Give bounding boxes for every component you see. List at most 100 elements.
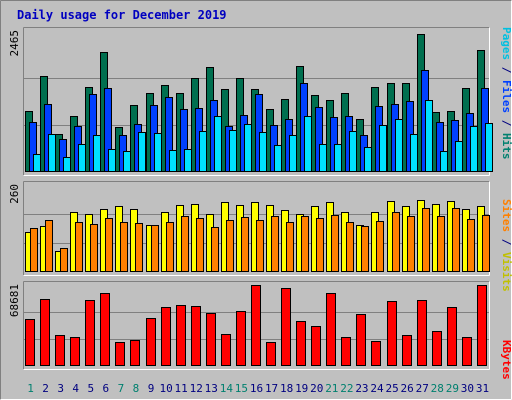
bar-pages-day-2 xyxy=(48,134,56,172)
bar-sites-day-19 xyxy=(301,216,309,272)
bar-sites-day-31 xyxy=(482,215,490,272)
bar-kbytes-day-17 xyxy=(266,342,276,366)
bar-kbytes-day-5 xyxy=(85,300,95,366)
bar-pages-day-23 xyxy=(364,147,372,172)
x-axis-labels: 1 2 3 4 5 6 7 8 9 10 11 12 13 14 15 16 17 18 19 20 21 22 23 24 2… xyxy=(27,382,489,395)
bar-sites-day-23 xyxy=(361,226,369,272)
panel-kbytes: 68681 xyxy=(8,281,490,370)
bar-kbytes-day-24 xyxy=(371,341,381,366)
bar-kbytes-day-19 xyxy=(296,321,306,366)
bar-pages-day-8 xyxy=(138,132,146,172)
bar-pages-day-29 xyxy=(455,141,463,172)
bar-kbytes-day-25 xyxy=(387,301,397,366)
series-pages xyxy=(33,100,493,172)
x-tick-label-day-24: 24 xyxy=(370,382,384,395)
bar-sites-day-3 xyxy=(60,248,68,272)
bar-kbytes-day-31 xyxy=(477,285,487,366)
bar-kbytes-day-11 xyxy=(176,305,186,366)
x-tick-label-day-1: 1 xyxy=(27,382,34,395)
x-tick-label-day-26: 26 xyxy=(401,382,414,395)
x-tick-label-day-14: 14 xyxy=(220,382,234,395)
bar-pages-day-25 xyxy=(395,119,403,172)
bar-pages-day-18 xyxy=(289,135,297,172)
x-tick-label-day-8: 8 xyxy=(133,382,140,395)
x-tick-label-day-29: 29 xyxy=(446,382,459,395)
axis-title-part: Hits xyxy=(500,133,512,160)
bar-sites-day-12 xyxy=(196,218,204,272)
bar-sites-day-6 xyxy=(105,218,113,272)
x-tick-label-day-5: 5 xyxy=(87,382,94,395)
bar-pages-day-17 xyxy=(274,145,282,172)
bar-sites-day-11 xyxy=(181,216,189,272)
bar-kbytes-day-6 xyxy=(100,293,110,366)
bar-pages-day-26 xyxy=(410,134,418,172)
y-axis-max-label: 260 xyxy=(8,184,21,204)
bar-kbytes-day-13 xyxy=(206,313,216,366)
panel-visits-sites: 260 xyxy=(8,181,490,276)
y-axis-title-visits-sites: Sites / Visits xyxy=(500,199,512,292)
bar-sites-day-2 xyxy=(45,220,53,272)
bar-kbytes-day-23 xyxy=(356,314,366,366)
bar-pages-day-9 xyxy=(154,133,162,172)
x-tick-label-day-25: 25 xyxy=(385,382,398,395)
x-tick-label-day-21: 21 xyxy=(325,382,338,395)
bar-pages-day-31 xyxy=(485,123,493,172)
bar-kbytes-day-27 xyxy=(417,300,427,366)
bar-pages-day-13 xyxy=(214,116,222,172)
bar-sites-day-14 xyxy=(226,220,234,272)
bar-sites-day-17 xyxy=(271,216,279,272)
x-tick-label-day-3: 3 xyxy=(57,382,64,395)
y-axis-title-kbytes: KBytes xyxy=(500,340,512,380)
bar-sites-day-7 xyxy=(120,222,128,272)
series-sites xyxy=(30,208,490,272)
bar-pages-day-28 xyxy=(440,151,448,172)
bar-kbytes-day-2 xyxy=(40,299,50,366)
bar-pages-day-5 xyxy=(93,135,101,172)
bar-sites-day-28 xyxy=(437,216,445,272)
bar-pages-day-19 xyxy=(304,116,312,172)
bar-kbytes-day-12 xyxy=(191,306,201,366)
bar-sites-day-30 xyxy=(467,219,475,272)
bar-pages-day-30 xyxy=(470,126,478,172)
x-tick-label-day-4: 4 xyxy=(72,382,79,395)
bar-pages-day-3 xyxy=(63,157,71,172)
chart-panels: 2465 260 68681 xyxy=(8,27,493,370)
x-tick-label-day-17: 17 xyxy=(265,382,278,395)
x-tick-label-day-28: 28 xyxy=(431,382,444,395)
bar-pages-day-21 xyxy=(334,144,342,172)
bar-sites-day-4 xyxy=(75,222,83,272)
bar-pages-day-20 xyxy=(319,144,327,172)
bar-kbytes-day-1 xyxy=(25,319,35,366)
x-tick-label-day-22: 22 xyxy=(340,382,353,395)
chart-title: Daily usage for December 2019 xyxy=(17,8,227,22)
x-tick-label-day-7: 7 xyxy=(118,382,125,395)
axis-title-part: Pages xyxy=(500,27,512,60)
axis-title-part: Files xyxy=(500,80,512,113)
x-tick-label-day-2: 2 xyxy=(42,382,49,395)
bar-pages-day-12 xyxy=(199,131,207,172)
bar-kbytes-day-7 xyxy=(115,342,125,366)
bar-pages-day-6 xyxy=(108,149,116,172)
bar-pages-day-22 xyxy=(349,131,357,172)
bar-sites-day-21 xyxy=(331,215,339,272)
x-tick-label-day-16: 16 xyxy=(250,382,263,395)
bar-sites-day-16 xyxy=(256,220,264,272)
x-tick-label-day-27: 27 xyxy=(416,382,429,395)
x-tick-label-day-23: 23 xyxy=(355,382,368,395)
bar-sites-day-29 xyxy=(452,208,460,272)
series-kbytes xyxy=(25,285,487,366)
bar-sites-day-10 xyxy=(166,222,174,272)
bar-sites-day-15 xyxy=(241,217,249,272)
bar-kbytes-day-26 xyxy=(402,335,412,366)
bar-sites-day-26 xyxy=(407,216,415,272)
x-tick-label-day-6: 6 xyxy=(103,382,110,395)
bar-kbytes-day-15 xyxy=(236,311,246,366)
x-tick-label-day-9: 9 xyxy=(148,382,155,395)
x-tick-label-day-13: 13 xyxy=(205,382,218,395)
bar-sites-day-9 xyxy=(151,225,159,272)
y-axis-max-label: 2465 xyxy=(8,30,21,57)
axis-title-part: KBytes xyxy=(500,340,512,380)
bar-pages-day-24 xyxy=(379,125,387,172)
bar-sites-day-13 xyxy=(211,227,219,272)
bar-pages-day-10 xyxy=(169,150,177,172)
